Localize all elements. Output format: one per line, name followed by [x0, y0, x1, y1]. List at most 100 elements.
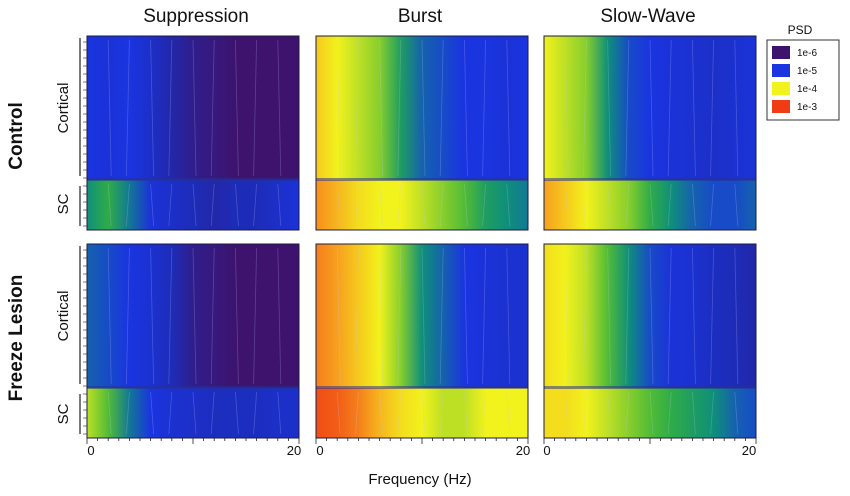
legend-swatch-1e-6 [772, 46, 790, 59]
contour-line [235, 39, 239, 177]
contour-line [210, 391, 215, 435]
contour-line [253, 183, 257, 227]
heatmap-sc-freeze-lesion-slow-wave [544, 388, 756, 438]
contour-line [692, 183, 696, 227]
column-title-suppression: Suppression [143, 6, 249, 27]
spectrogram-panels [83, 35, 757, 444]
contour-line [107, 247, 112, 385]
contour-line [734, 183, 739, 227]
legend-title: PSD [788, 23, 813, 37]
contour-line [107, 391, 112, 435]
contour-line [649, 247, 654, 385]
legend-swatch-1e-3 [772, 100, 790, 113]
region-boundary [316, 386, 528, 389]
contour-line [710, 183, 714, 227]
contour-line [692, 247, 696, 385]
contour-line [168, 247, 173, 385]
x-tick-20-burst: 20 [516, 443, 530, 458]
contour-line [336, 391, 341, 435]
contour-line [379, 39, 383, 177]
contour-line [607, 391, 611, 435]
contour-line [625, 183, 630, 227]
contour-line [210, 39, 215, 177]
contour-line [439, 391, 444, 435]
heatmap-cortical-control-slow-wave [544, 36, 756, 180]
contour-line [210, 247, 215, 385]
contour-line [464, 247, 468, 385]
legend-label-1e-3: 1e-3 [797, 102, 817, 113]
contour-line [355, 247, 359, 385]
x-tick-20-suppression: 20 [287, 443, 301, 458]
contour-line [235, 183, 239, 227]
contour-line [397, 247, 402, 385]
contour-line [506, 183, 511, 227]
contour-line [379, 247, 383, 385]
contour-line [421, 39, 426, 177]
contour-line [583, 391, 587, 435]
contour-line [464, 39, 468, 177]
contour-line [168, 39, 173, 177]
legend-label-1e-4: 1e-4 [797, 84, 817, 95]
contour-line [583, 39, 587, 177]
contour-line [421, 247, 426, 385]
contour-line [277, 247, 282, 385]
heatmap-cortical-freeze-lesion-slow-wave [544, 244, 756, 388]
row-title-freeze-lesion: Freeze Lesion [6, 275, 27, 402]
contour-line [607, 39, 611, 177]
contour-line [625, 391, 630, 435]
region-boundary [544, 178, 756, 181]
heatmap-cortical-freeze-lesion-suppression [87, 244, 299, 388]
contour-line [482, 391, 486, 435]
contour-line [107, 183, 112, 227]
contour-line [734, 39, 739, 177]
contour-line [336, 183, 341, 227]
contour-line [506, 39, 511, 177]
panel-frame-control-suppression [86, 35, 300, 231]
contour-line [625, 39, 630, 177]
region-boundary [316, 178, 528, 181]
contour-line [583, 183, 587, 227]
region-boundary [87, 178, 299, 181]
contour-line [482, 183, 486, 227]
contour-line [397, 39, 402, 177]
contour-line [336, 247, 341, 385]
contour-line [150, 391, 154, 435]
column-title-slow-wave: Slow-Wave [600, 6, 695, 27]
contour-line [277, 183, 282, 227]
contour-line [564, 391, 569, 435]
contour-line [439, 247, 444, 385]
contour-line [355, 183, 359, 227]
contour-line [667, 247, 672, 385]
region-boundary [544, 386, 756, 389]
contour-line [625, 247, 630, 385]
contour-line [126, 247, 130, 385]
region-label-cortical-control: Cortical [55, 83, 72, 134]
contour-line [126, 39, 130, 177]
panel-frame-control-slow-wave [543, 35, 757, 231]
contour-line [336, 39, 341, 177]
contour-line [253, 391, 257, 435]
contour-line [355, 391, 359, 435]
legend-swatch-1e-4 [772, 82, 790, 95]
contour-line [464, 183, 468, 227]
contour-line [210, 183, 215, 227]
contour-line [564, 39, 569, 177]
contour-line [482, 247, 486, 385]
x-tick-0-burst: 0 [316, 443, 323, 458]
contour-line [649, 183, 654, 227]
heatmap-sc-control-slow-wave [544, 180, 756, 230]
heatmap-cortical-control-suppression [87, 36, 299, 180]
region-label-sc-freeze-lesion: SC [55, 403, 72, 424]
contour-line [649, 39, 654, 177]
contour-line [150, 247, 154, 385]
x-tick-20-slow-wave: 20 [742, 443, 756, 458]
contour-line [710, 247, 714, 385]
region-boundary [87, 386, 299, 389]
heatmap-sc-freeze-lesion-burst [316, 388, 528, 438]
x-tick-0-suppression: 0 [87, 443, 94, 458]
contour-line [439, 39, 444, 177]
heatmap-sc-control-burst [316, 180, 528, 230]
contour-line [126, 183, 130, 227]
contour-line [168, 391, 173, 435]
